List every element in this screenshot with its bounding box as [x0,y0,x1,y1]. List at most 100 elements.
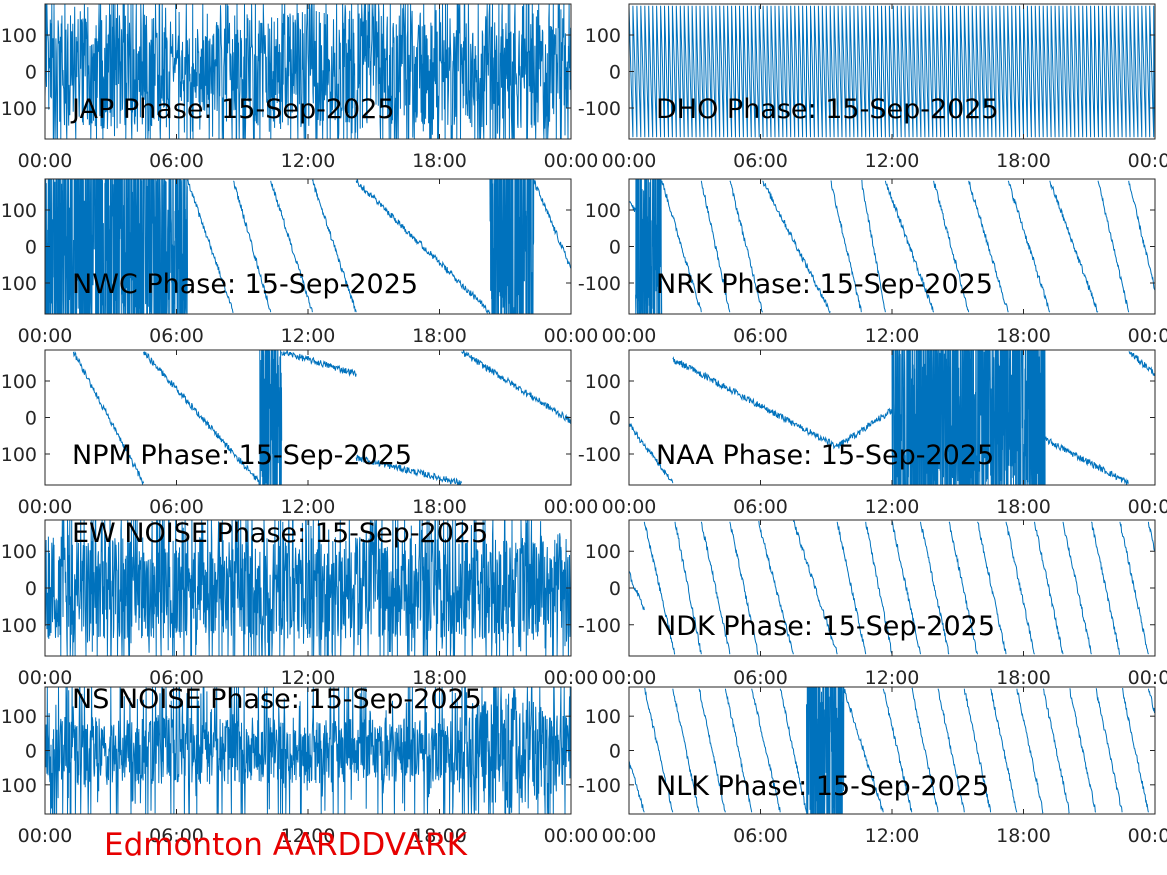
nrk-phase-15-sep-2025-xtick-label: 18:00 [996,325,1051,347]
dho-phase-15-sep-2025-ytick-label: 0 [609,62,621,84]
nlk-phase-15-sep-2025-ytick-label: 0 [609,741,621,763]
nwc-phase-15-sep-2025-xtick-label: 00:00 [544,325,599,347]
nlk-phase-15-sep-2025-xtick-label: 00:00 [602,825,657,847]
nrk-phase-15-sep-2025-ytick-label: 100 [585,200,621,222]
naa-phase-15-sep-2025-xtick-label: 18:00 [996,496,1051,518]
nlk-phase-15-sep-2025-xtick-label: 06:00 [733,825,788,847]
npm-phase-15-sep-2025-series-line [73,350,571,485]
dho-phase-15-sep-2025-title: DHO Phase: 15-Sep-2025 [656,94,999,125]
ew-noise-phase-15-sep-2025-xtick-label: 12:00 [281,667,336,689]
npm-phase-15-sep-2025-xtick-label: 00:00 [18,496,73,518]
jap-phase-15-sep-2025-panel: 100 0 -100 00:00 06:00 12:00 18:00 00:00 JAP Pha… [0,3,599,172]
ew-noise-phase-15-sep-2025-xtick-label: 18:00 [412,667,467,689]
ndk-phase-15-sep-2025-ytick-label: -100 [578,615,621,637]
nwc-phase-15-sep-2025-series-line [45,179,571,314]
ns-noise-phase-15-sep-2025-panel: 100 0 -100 00:00 06:00 12:00 18:00 00:00 NS NOIS… [0,684,598,847]
dho-phase-15-sep-2025-panel: 100 0 -100 00:00 06:00 12:00 18:00 00:00 DHO Pha… [578,3,1167,172]
npm-phase-15-sep-2025-ytick-label: -100 [0,444,37,466]
ew-noise-phase-15-sep-2025-panel: 100 0 -100 00:00 06:00 12:00 18:00 00:00 EW NOIS… [0,518,598,689]
ew-noise-phase-15-sep-2025-title: EW NOISE Phase: 15-Sep-2025 [72,518,488,549]
ns-noise-phase-15-sep-2025-xtick-label: 06:00 [149,825,204,847]
nrk-phase-15-sep-2025-series-line [629,179,1155,314]
npm-phase-15-sep-2025-xtick-label: 06:00 [149,496,204,518]
nwc-phase-15-sep-2025-xtick-label: 12:00 [281,325,336,347]
nlk-phase-15-sep-2025-title: NLK Phase: 15-Sep-2025 [656,771,989,802]
naa-phase-15-sep-2025-panel: 100 0 -100 00:00 06:00 12:00 18:00 00:00 NAA Pha… [578,349,1167,518]
ndk-phase-15-sep-2025-panel: 100 0 -100 00:00 06:00 12:00 18:00 00:00 NDK Pha… [578,519,1167,689]
ns-noise-phase-15-sep-2025-xtick-label: 00:00 [544,825,599,847]
naa-phase-15-sep-2025-ytick-label: 100 [585,371,621,393]
nwc-phase-15-sep-2025-ytick-label: 0 [25,237,37,259]
nrk-phase-15-sep-2025-ytick-label: -100 [578,273,621,295]
ndk-phase-15-sep-2025-xtick-label: 06:00 [733,667,788,689]
nwc-phase-15-sep-2025-xtick-label: 06:00 [149,325,204,347]
jap-phase-15-sep-2025-ytick-label: -100 [0,98,37,120]
nrk-phase-15-sep-2025-title: NRK Phase: 15-Sep-2025 [656,269,993,300]
nlk-phase-15-sep-2025-ytick-label: 100 [585,706,621,728]
nlk-phase-15-sep-2025-panel: 100 0 -100 00:00 06:00 12:00 18:00 00:00 NLK Pha… [578,686,1167,847]
npm-phase-15-sep-2025-ytick-label: 100 [1,371,37,393]
ns-noise-phase-15-sep-2025-series-line [45,687,571,814]
ndk-phase-15-sep-2025-xtick-label: 00:00 [602,667,657,689]
ndk-phase-15-sep-2025-xtick-label: 00:00 [1128,667,1167,689]
naa-phase-15-sep-2025-xtick-label: 00:00 [602,496,657,518]
ew-noise-phase-15-sep-2025-ytick-label: 100 [1,541,37,563]
nlk-phase-15-sep-2025-plot-area [629,687,1155,814]
npm-phase-15-sep-2025-xtick-label: 18:00 [412,496,467,518]
npm-phase-15-sep-2025-ytick-label: 0 [25,408,37,430]
dho-phase-15-sep-2025-xtick-label: 00:00 [602,150,657,172]
naa-phase-15-sep-2025-xtick-label: 12:00 [865,496,920,518]
ndk-phase-15-sep-2025-ytick-label: 100 [585,541,621,563]
dho-phase-15-sep-2025-xtick-label: 18:00 [996,150,1051,172]
naa-phase-15-sep-2025-series-line [629,350,1155,485]
dho-phase-15-sep-2025-series-line [629,5,1155,138]
nrk-phase-15-sep-2025-xtick-label: 00:00 [1128,325,1167,347]
nrk-phase-15-sep-2025-ytick-label: 0 [609,237,621,259]
nrk-phase-15-sep-2025-xtick-label: 00:00 [602,325,657,347]
dho-phase-15-sep-2025-ytick-label: -100 [578,98,621,120]
ndk-phase-15-sep-2025-series-line [629,520,1155,655]
ew-noise-phase-15-sep-2025-xtick-label: 00:00 [18,667,73,689]
ew-noise-phase-15-sep-2025-ytick-label: -100 [0,615,37,637]
ns-noise-phase-15-sep-2025-ytick-label: -100 [0,775,37,797]
ndk-phase-15-sep-2025-ytick-label: 0 [609,578,621,600]
nwc-phase-15-sep-2025-ytick-label: -100 [0,273,37,295]
npm-phase-15-sep-2025-title: NPM Phase: 15-Sep-2025 [72,440,412,471]
npm-phase-15-sep-2025-panel: 100 0 -100 00:00 06:00 12:00 18:00 00:00 NPM Pha… [0,349,599,518]
naa-phase-15-sep-2025-title: NAA Phase: 15-Sep-2025 [656,440,994,471]
nlk-phase-15-sep-2025-ytick-label: -100 [578,775,621,797]
nlk-phase-15-sep-2025-xtick-label: 00:00 [1128,825,1167,847]
ns-noise-phase-15-sep-2025-xtick-label: 00:00 [18,825,73,847]
ns-noise-phase-15-sep-2025-title: NS NOISE Phase: 15-Sep-2025 [72,684,482,715]
nlk-phase-15-sep-2025-xtick-label: 12:00 [865,825,920,847]
ns-noise-phase-15-sep-2025-ytick-label: 0 [25,741,37,763]
jap-phase-15-sep-2025-xtick-label: 18:00 [412,150,467,172]
nwc-phase-15-sep-2025-title: NWC Phase: 15-Sep-2025 [72,269,418,300]
nlk-phase-15-sep-2025-series-line [629,687,1155,814]
jap-phase-15-sep-2025-series-line [45,4,571,139]
jap-phase-15-sep-2025-title: JAP Phase: 15-Sep-2025 [70,94,395,125]
dho-phase-15-sep-2025-ytick-label: 100 [585,25,621,47]
ew-noise-phase-15-sep-2025-xtick-label: 00:00 [544,667,599,689]
naa-phase-15-sep-2025-ytick-label: 0 [609,408,621,430]
nwc-phase-15-sep-2025-ytick-label: 100 [1,200,37,222]
ndk-phase-15-sep-2025-xtick-label: 18:00 [996,667,1051,689]
naa-phase-15-sep-2025-xtick-label: 00:00 [1128,496,1167,518]
figure-caption: Edmonton AARDDVARK [104,827,468,863]
dho-phase-15-sep-2025-xtick-label: 00:00 [1128,150,1167,172]
nwc-phase-15-sep-2025-xtick-label: 18:00 [412,325,467,347]
naa-phase-15-sep-2025-ytick-label: -100 [578,444,621,466]
ns-noise-phase-15-sep-2025-xtick-label: 18:00 [412,825,467,847]
jap-phase-15-sep-2025-ytick-label: 0 [25,62,37,84]
ns-noise-phase-15-sep-2025-ytick-label: 100 [1,706,37,728]
jap-phase-15-sep-2025-xtick-label: 00:00 [18,150,73,172]
nwc-phase-15-sep-2025-xtick-label: 00:00 [18,325,73,347]
npm-phase-15-sep-2025-xtick-label: 00:00 [544,496,599,518]
dho-phase-15-sep-2025-xtick-label: 06:00 [733,150,788,172]
naa-phase-15-sep-2025-xtick-label: 06:00 [733,496,788,518]
nlk-phase-15-sep-2025-xtick-label: 18:00 [996,825,1051,847]
npm-phase-15-sep-2025-xtick-label: 12:00 [281,496,336,518]
jap-phase-15-sep-2025-xtick-label: 00:00 [544,150,599,172]
jap-phase-15-sep-2025-ytick-label: 100 [1,25,37,47]
